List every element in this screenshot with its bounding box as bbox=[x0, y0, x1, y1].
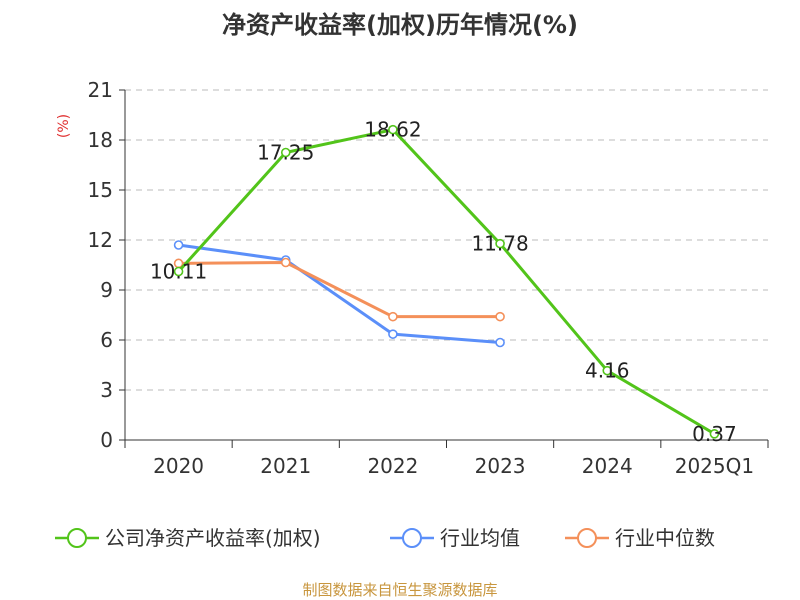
series-line-0 bbox=[177, 128, 716, 436]
data-point[interactable] bbox=[602, 365, 613, 376]
data-label: 0.37 bbox=[692, 422, 737, 446]
data-label: 4.16 bbox=[585, 359, 630, 383]
y-tick-label: 18 bbox=[88, 128, 113, 152]
legend-item-2[interactable]: 行业中位数 bbox=[565, 526, 715, 550]
x-tick-label: 2020 bbox=[153, 454, 204, 478]
legend-marker bbox=[402, 528, 422, 548]
data-point[interactable] bbox=[495, 337, 505, 348]
x-tick-label: 2025Q1 bbox=[675, 454, 754, 478]
data-point[interactable] bbox=[388, 329, 398, 339]
data-point[interactable] bbox=[709, 429, 720, 439]
y-tick-label: 0 bbox=[100, 428, 113, 452]
data-point[interactable] bbox=[388, 124, 398, 135]
x-tick-label: 2022 bbox=[367, 454, 418, 478]
series-group bbox=[173, 124, 720, 439]
legend-label: 行业中位数 bbox=[615, 526, 715, 550]
legend-label: 公司净资产收益率(加权) bbox=[105, 526, 321, 550]
axes: 0 3 6 9 12 15 18 21 2020 2021 2022 2023 2024 2025Q1 bbox=[88, 78, 769, 478]
series-line-2 bbox=[178, 261, 501, 319]
y-axis-label: (%) bbox=[56, 114, 72, 138]
y-tick-label: 6 bbox=[100, 328, 113, 352]
y-tick-label: 15 bbox=[88, 178, 113, 202]
chart-title: 净资产收益率(加权)历年情况(%) bbox=[222, 11, 578, 39]
x-tick-label: 2021 bbox=[260, 454, 311, 478]
x-tick-label: 2024 bbox=[582, 454, 633, 478]
y-tick-label: 3 bbox=[100, 378, 113, 402]
legend-item-1[interactable]: 行业均值 bbox=[390, 526, 520, 550]
data-point[interactable] bbox=[280, 147, 291, 158]
data-point[interactable] bbox=[388, 311, 398, 322]
grid-lines bbox=[125, 89, 768, 391]
source-note: 制图数据来自恒生聚源数据库 bbox=[302, 581, 497, 599]
legend-marker bbox=[577, 528, 597, 548]
legend-label: 行业均值 bbox=[440, 526, 520, 550]
legend-item-0[interactable]: 公司净资产收益率(加权) bbox=[55, 526, 321, 550]
data-label: 11.78 bbox=[471, 232, 528, 256]
legend[interactable]: 公司净资产收益率(加权) 行业均值 行业中位数 bbox=[55, 526, 715, 550]
data-labels: 10.11 17.25 18.62 11.78 4.16 0.37 bbox=[150, 118, 737, 446]
data-point[interactable] bbox=[495, 238, 505, 249]
data-point[interactable] bbox=[173, 266, 184, 277]
x-tick-label: 2023 bbox=[475, 454, 526, 478]
data-label: 18.62 bbox=[364, 118, 421, 142]
data-label: 17.25 bbox=[257, 141, 314, 165]
data-point[interactable] bbox=[495, 311, 505, 322]
y-tick-label: 12 bbox=[88, 228, 113, 252]
data-point[interactable] bbox=[173, 240, 184, 250]
y-tick-label: 21 bbox=[88, 78, 113, 102]
data-point[interactable] bbox=[280, 257, 291, 268]
legend-marker bbox=[67, 528, 87, 548]
data-label: 10.11 bbox=[150, 260, 207, 284]
series-line-1 bbox=[178, 243, 501, 344]
y-tick-label: 9 bbox=[100, 278, 113, 302]
